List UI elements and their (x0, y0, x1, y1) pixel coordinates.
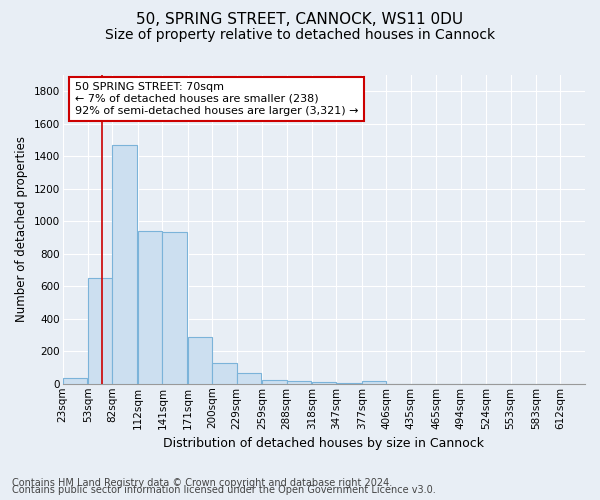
Text: Contains HM Land Registry data © Crown copyright and database right 2024.: Contains HM Land Registry data © Crown c… (12, 478, 392, 488)
Bar (112, 145, 137, 384)
X-axis label: Distribution of detached houses by size in Cannock: Distribution of detached houses by size … (163, 437, 484, 450)
Bar (262, 380, 287, 384)
Bar (163, 232, 187, 384)
Bar (337, 383, 361, 384)
Bar (312, 382, 337, 384)
Text: Contains public sector information licensed under the Open Government Licence v3: Contains public sector information licen… (12, 485, 436, 495)
Bar (138, 231, 163, 384)
Bar (237, 373, 261, 384)
Bar (212, 362, 237, 384)
Bar (88, 278, 112, 384)
Text: Size of property relative to detached houses in Cannock: Size of property relative to detached ho… (105, 28, 495, 42)
Bar (287, 380, 311, 384)
Text: 50, SPRING STREET, CANNOCK, WS11 0DU: 50, SPRING STREET, CANNOCK, WS11 0DU (136, 12, 464, 28)
Bar (188, 336, 212, 384)
Bar (362, 380, 386, 384)
Bar (62, 378, 87, 384)
Y-axis label: Number of detached properties: Number of detached properties (15, 136, 28, 322)
Text: 50 SPRING STREET: 70sqm
← 7% of detached houses are smaller (238)
92% of semi-de: 50 SPRING STREET: 70sqm ← 7% of detached… (74, 82, 358, 116)
